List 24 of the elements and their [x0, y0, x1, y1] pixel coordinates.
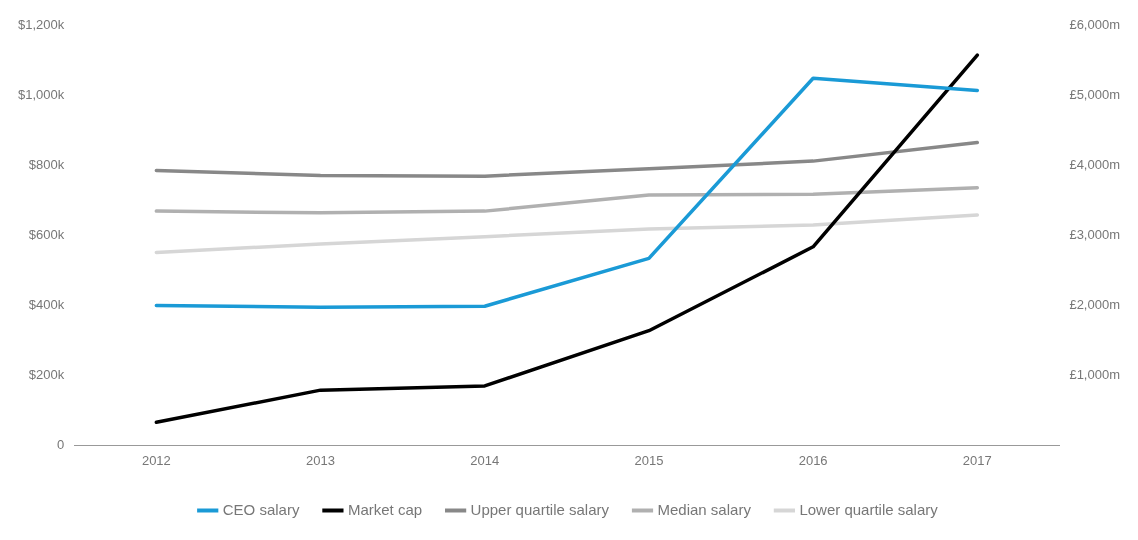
y-tick-label: 0 [57, 436, 65, 452]
x-tick-label: 2014 [470, 452, 500, 468]
y-tick-label: $1,200k [18, 17, 65, 33]
y-tick-label: $1,000k [18, 87, 65, 103]
y-tick-label: $200k [28, 367, 65, 383]
y-tick-label: $400k [28, 297, 65, 313]
legend-label: Lower quartile salary [799, 500, 939, 518]
y2-tick-label: £5,000m [1069, 87, 1120, 103]
y2-tick-label: £6,000m [1069, 17, 1120, 33]
x-tick-label: 2012 [141, 452, 171, 468]
y-tick-label: $600k [28, 227, 65, 243]
y2-tick-label: £2,000m [1069, 297, 1120, 313]
x-tick-label: 2016 [798, 452, 828, 468]
legend-label: CEO salary [222, 500, 300, 518]
x-tick-label: 2015 [634, 452, 664, 468]
x-tick-label: 2017 [962, 452, 992, 468]
x-tick-label: 2013 [306, 452, 336, 468]
y-tick-label: $800k [28, 157, 65, 173]
legend-label: Upper quartile salary [470, 500, 610, 518]
y2-tick-label: £3,000m [1069, 227, 1120, 243]
y2-tick-label: £1,000m [1069, 367, 1120, 383]
legend-label: Market cap [347, 500, 423, 518]
y2-tick-label: £4,000m [1069, 157, 1120, 173]
legend-label: Median salary [657, 500, 752, 518]
